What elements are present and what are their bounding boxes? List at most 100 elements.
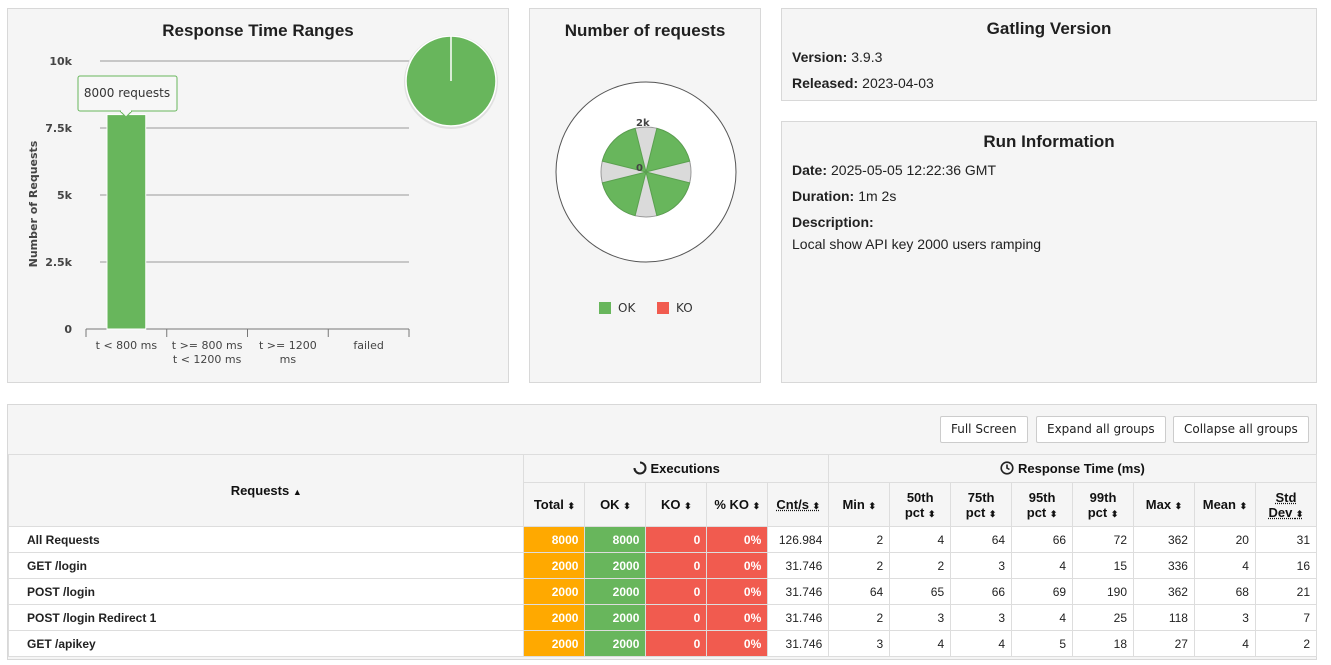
cell-mean: 4 [1193,630,1256,657]
released-value: 2023-04-03 [862,75,934,91]
cell-ko: 0 [645,552,708,579]
full-screen-button[interactable]: Full Screen [940,416,1028,443]
polar-sector-ok[interactable] [645,171,691,217]
table-row[interactable]: All Requests 8000 8000 0 0% 126.984 2 4 64 66 72 36… [7,526,1318,553]
legend-ko-label[interactable]: KO [676,301,693,315]
bar[interactable] [106,114,147,330]
cell-max: 362 [1133,578,1195,605]
legend-ko-swatch[interactable] [657,302,669,314]
polar-chart: 2k 0 OK KO [555,81,737,315]
cell-ok: 8000 [584,526,647,553]
column-header-max[interactable]: Max ⬍ [1133,482,1195,527]
cell-95th-pct: 4 [1011,604,1074,631]
cell-min: 2 [828,552,891,579]
expand-all-groups-button[interactable]: Expand all groups [1036,416,1166,443]
column-header-ok[interactable]: OK ⬍ [584,482,647,527]
column-header-label: Total ⬍ [533,497,576,512]
collapse-all-groups-button[interactable]: Collapse all groups [1173,416,1309,443]
number-of-requests-panel: Number of requests 2k 0 OK KO [529,8,761,383]
column-header-mean[interactable]: Mean ⬍ [1193,482,1256,527]
date-value: 2025-05-05 12:22:36 GMT [831,162,997,178]
cell-95th-pct: 69 [1011,578,1074,605]
sort-icon: ⬍ [1110,508,1119,519]
cell-max: 27 [1133,630,1195,657]
y-axis-label: Number of Requests [27,140,40,267]
x-tick-label: t >= 1200 [259,339,317,352]
cell-total: 2000 [523,630,586,657]
legend-ok-swatch[interactable] [599,302,611,314]
cell-99th-pct: 18 [1072,630,1135,657]
request-name[interactable]: All Requests [7,526,525,553]
duration-label: Duration: [792,188,855,204]
table-row[interactable]: GET /login 2000 2000 0 0% 31.746 2 2 3 4 15 336 4 16 [7,552,1318,579]
column-header-cnt-s[interactable]: Cnt/s ⬍ [767,482,830,527]
cell-min: 64 [828,578,891,605]
polar-sector-ok[interactable] [601,171,647,217]
cell-mean: 4 [1193,552,1256,579]
column-header--ko[interactable]: % KO ⬍ [706,482,769,527]
cell-ok: 2000 [584,630,647,657]
column-header-label: 99th pct ⬍ [1087,489,1119,520]
cell-cnt-s: 31.746 [767,630,830,657]
version-value: 3.9.3 [851,49,883,65]
x-tick-label: failed [353,339,383,352]
sort-icon: ⬍ [988,508,997,519]
cell-50th-pct: 4 [889,630,952,657]
cell-cnt-s: 31.746 [767,552,830,579]
cell-cnt-s: 31.746 [767,604,830,631]
table-row[interactable]: GET /apikey 2000 2000 0 0% 31.746 3 4 4 5 18 27 4 2 [7,630,1318,657]
cell-cnt-s: 31.746 [767,578,830,605]
column-header-label: 75th pct ⬍ [965,489,997,520]
cell-std-dev: 2 [1254,630,1318,657]
column-header-75th-pct[interactable]: 75th pct ⬍ [950,482,1013,527]
description-label: Description: [792,214,874,230]
cell-ok: 2000 [584,578,647,605]
cell-ko: 0 [645,630,708,657]
y-tick-label: 10k [49,55,72,68]
column-header-label: Std Dev ⬍ [1268,489,1304,520]
sort-icon: ⬍ [1174,501,1183,511]
cell-95th-pct: 5 [1011,630,1074,657]
response-time-ranges-panel: Response Time Ranges 10k 7.5k 5k 2.5k 0 t < … [7,8,509,383]
cell-mean: 68 [1193,578,1256,605]
request-name[interactable]: GET /apikey [7,630,525,657]
cell-ko: 0 [645,578,708,605]
response-time-chart: 10k 7.5k 5k 2.5k 0 t < 800 ms t >= 800 mst < … [27,35,498,366]
request-name[interactable]: GET /login [7,552,525,579]
version-line: Version: 3.9.3 [792,49,1316,65]
cell-max: 118 [1133,604,1195,631]
cell-99th-pct: 190 [1072,578,1135,605]
request-name[interactable]: POST /login [7,578,525,605]
cell-max: 362 [1133,526,1195,553]
legend-ok-label[interactable]: OK [618,301,636,315]
polar-sector-ok[interactable] [601,127,647,173]
column-header-std-dev[interactable]: Std Dev ⬍ [1254,482,1318,527]
table-row[interactable]: POST /login 2000 2000 0 0% 31.746 64 65 66 69 190 3… [7,578,1318,605]
cell-75th-pct: 66 [950,578,1013,605]
column-header-95th-pct[interactable]: 95th pct ⬍ [1011,482,1074,527]
polar-tick-max: 2k [636,118,650,129]
executions-header: Executions [523,454,830,483]
column-header-total[interactable]: Total ⬍ [523,482,586,527]
requests-header[interactable]: Requests ▲ [7,454,525,527]
y-tick-label: 7.5k [45,122,72,135]
cell--ko: 0% [706,526,769,553]
column-header-99th-pct[interactable]: 99th pct ⬍ [1072,482,1135,527]
column-header-min[interactable]: Min ⬍ [828,482,891,527]
x-tick-label: t < 800 ms [96,339,158,352]
request-name[interactable]: POST /login Redirect 1 [7,604,525,631]
column-header-50th-pct[interactable]: 50th pct ⬍ [889,482,952,527]
cell-mean: 3 [1193,604,1256,631]
y-tick-label: 5k [57,189,73,202]
cell-std-dev: 7 [1254,604,1318,631]
table-row[interactable]: POST /login Redirect 1 2000 2000 0 0% 31.746 2… [7,604,1318,631]
cell-ok: 2000 [584,604,647,631]
polar-sector-ok[interactable] [645,127,691,173]
column-header-label: Mean ⬍ [1202,497,1248,512]
duration-value: 1m 2s [858,188,897,204]
polar-tick-zero: 0 [636,163,643,174]
cell-99th-pct: 25 [1072,604,1135,631]
column-header-label: % KO ⬍ [714,497,761,512]
cell-min: 2 [828,604,891,631]
column-header-ko[interactable]: KO ⬍ [645,482,708,527]
